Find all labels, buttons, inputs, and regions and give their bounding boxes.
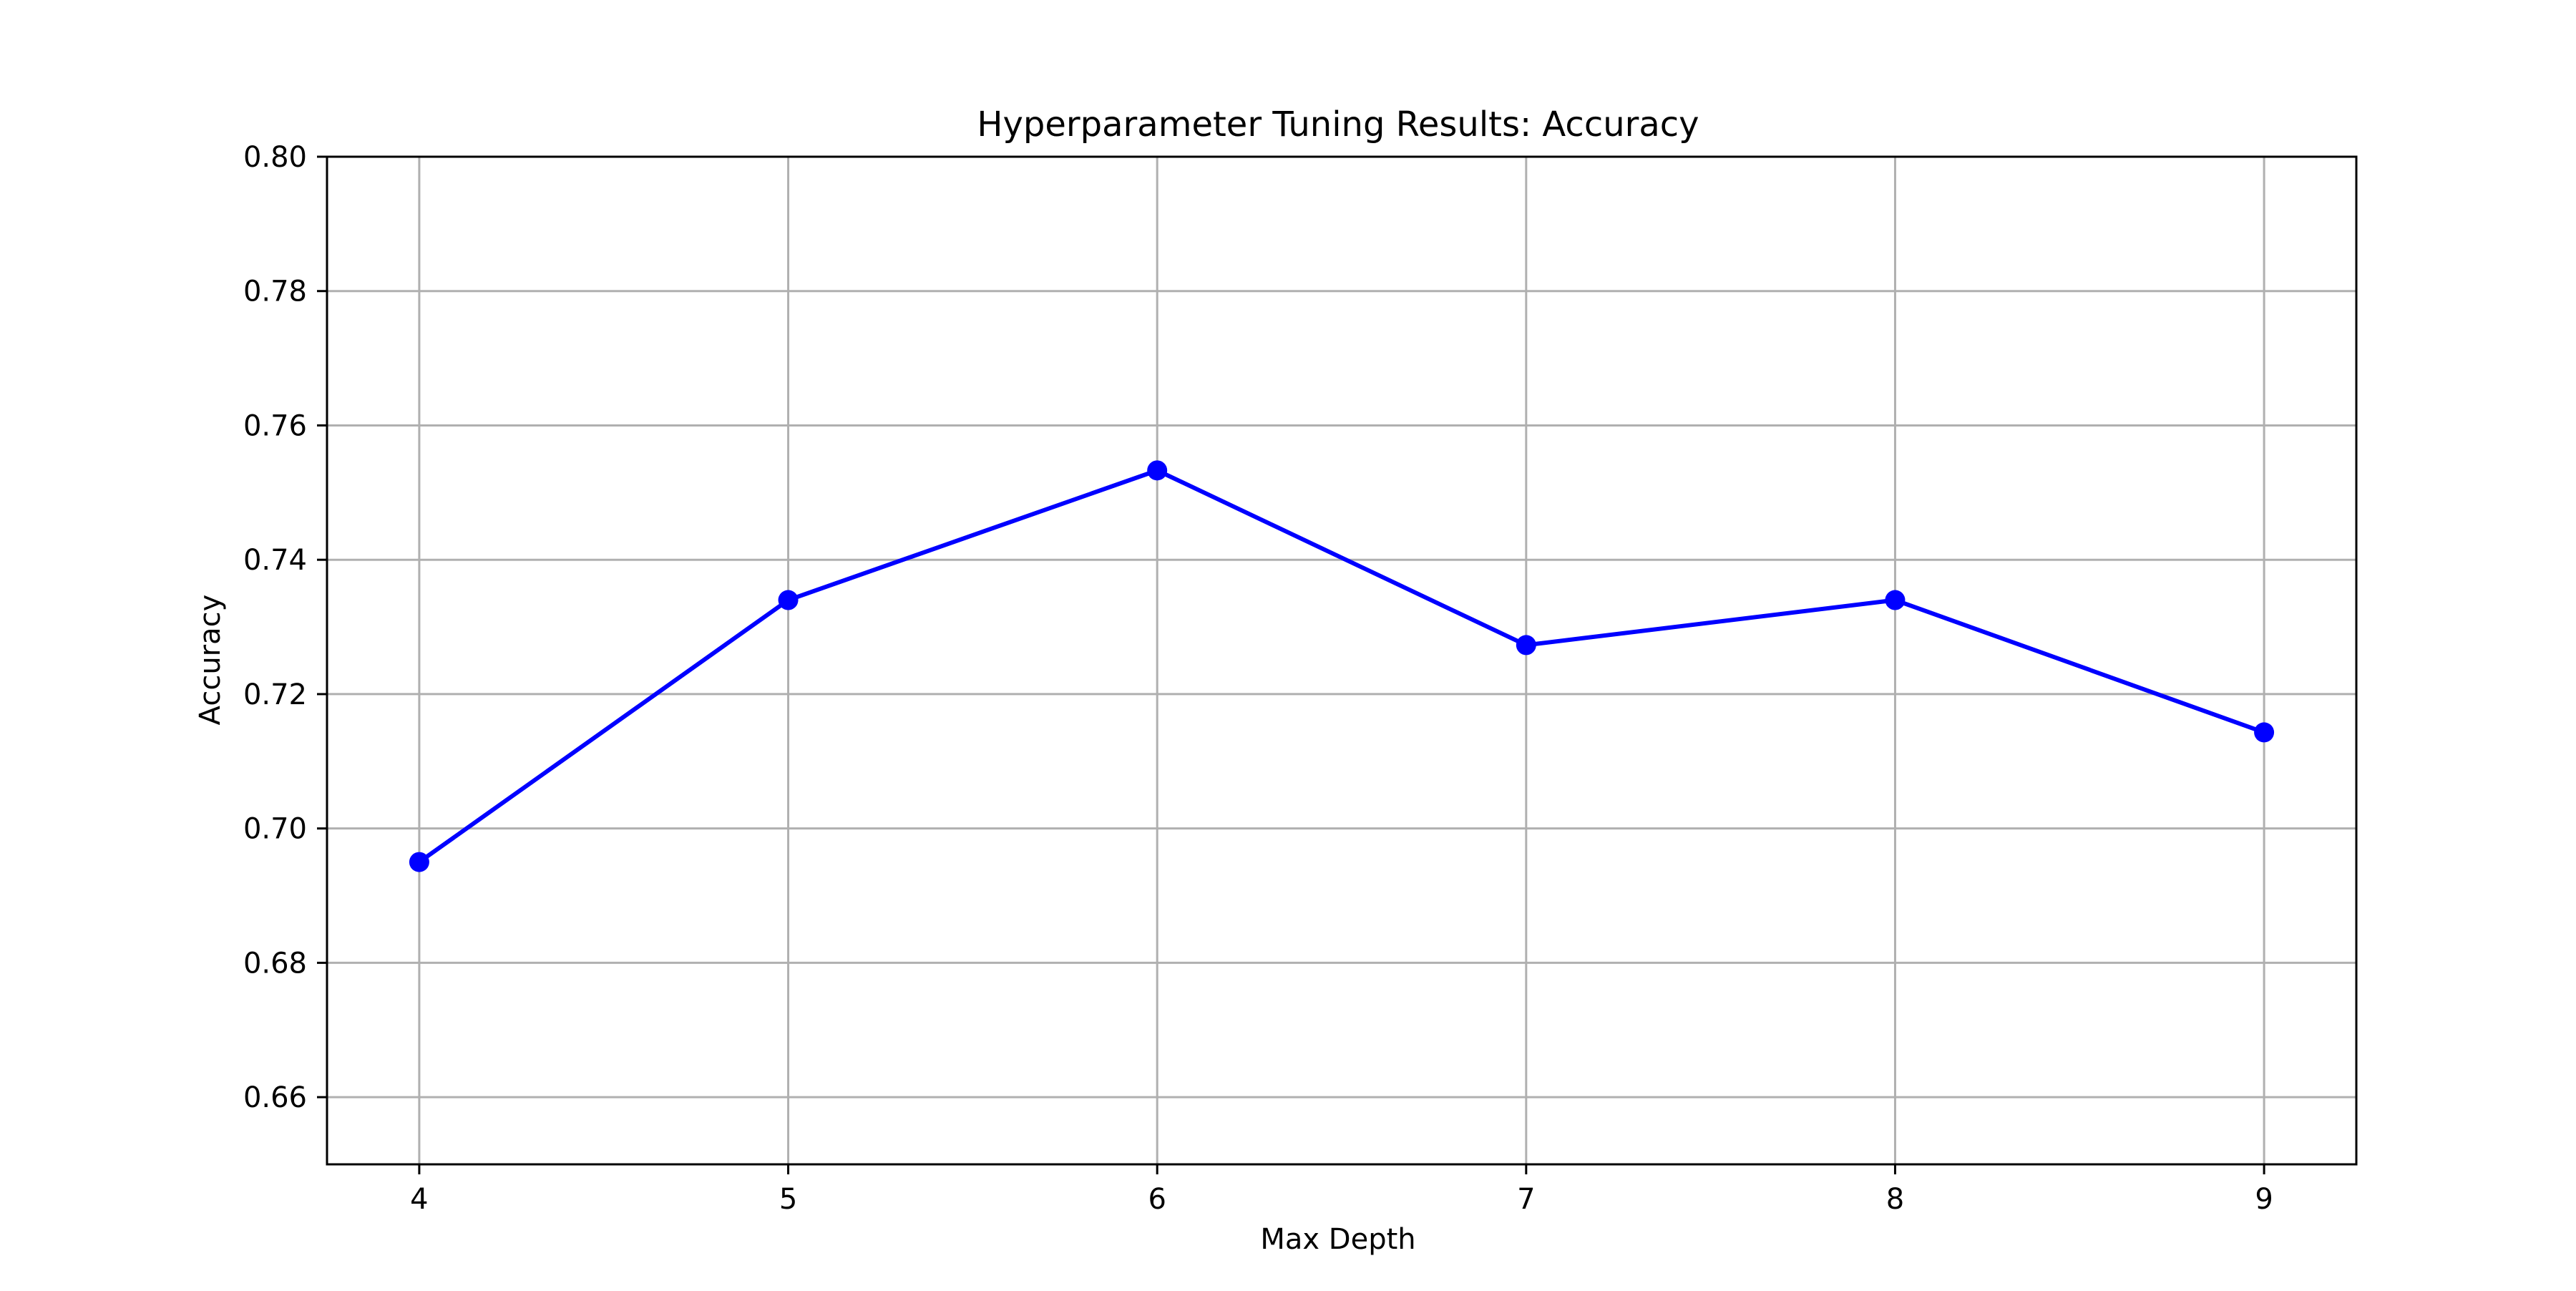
y-tick-label: 0.66 xyxy=(243,1081,307,1114)
series-line xyxy=(418,468,2265,864)
y-tick-label: 0.68 xyxy=(243,947,307,980)
y-tick-label: 0.70 xyxy=(243,813,307,846)
data-point xyxy=(778,590,799,610)
data-point xyxy=(1885,590,1906,610)
x-tick-label: 6 xyxy=(1148,1183,1166,1216)
x-tick-label: 4 xyxy=(410,1183,428,1216)
data-point xyxy=(409,852,429,872)
series-layer xyxy=(409,460,2275,872)
data-point xyxy=(1147,460,1168,481)
chart-title: Hyperparameter Tuning Results: Accuracy xyxy=(977,104,1699,145)
data-point xyxy=(2254,722,2275,743)
x-tick-label: 5 xyxy=(779,1183,797,1216)
plot-frame xyxy=(326,155,2358,1166)
x-tick-label: 9 xyxy=(2255,1183,2273,1216)
y-tick-label: 0.74 xyxy=(243,544,307,577)
x-tick-label: 7 xyxy=(1517,1183,1535,1216)
x-tick-label: 8 xyxy=(1886,1183,1904,1216)
data-point xyxy=(1516,635,1536,656)
ticks: 4 5 6 7 8 9 0.66 0.68 0.70 0.72 0.74 0.76 0.78 0.80 xyxy=(243,141,2273,1216)
y-tick-label: 0.80 xyxy=(243,141,307,174)
y-axis-label: Accuracy xyxy=(194,595,227,726)
y-tick-label: 0.76 xyxy=(243,409,307,442)
x-axis-label: Max Depth xyxy=(1260,1223,1415,1256)
y-tick-label: 0.72 xyxy=(243,678,307,711)
y-tick-label: 0.78 xyxy=(243,276,307,308)
